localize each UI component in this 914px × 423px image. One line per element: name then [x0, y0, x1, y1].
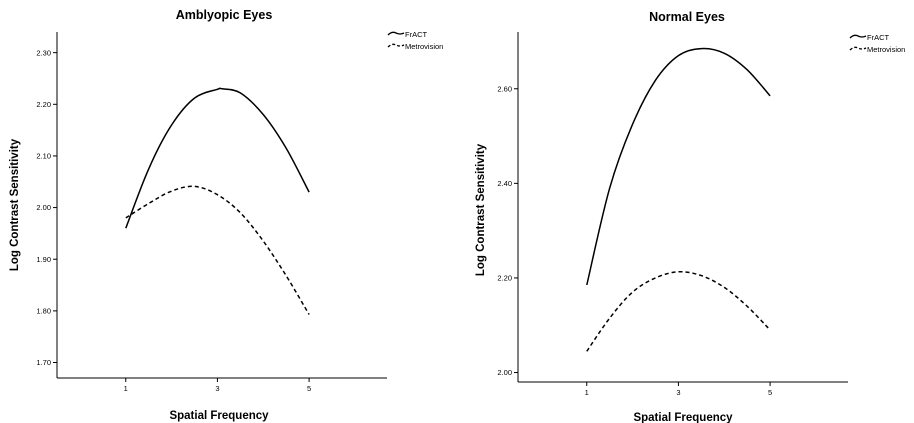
x-tick-label: 3 [676, 388, 680, 397]
series-group [586, 47, 771, 352]
legend-line-fract [387, 31, 405, 36]
y-ticks: 2.00 2.20 2.40 2.60 [497, 84, 518, 377]
y-tick-label: 1.80 [36, 306, 51, 315]
x-tick-label: 5 [307, 384, 311, 393]
series-line-metrovision [125, 185, 310, 315]
chart-title: Normal Eyes [649, 10, 725, 24]
y-ticks: 1.70 1.80 1.90 2.00 2.10 2.20 2.30 [36, 48, 57, 367]
x-tick-label: 1 [124, 384, 128, 393]
x-tick-label: 5 [768, 388, 772, 397]
y-tick-label: 2.10 [36, 152, 51, 161]
x-tick-label: 3 [215, 384, 219, 393]
chart-normal: Normal Eyes Log Contrast Sensitivity Spa… [475, 10, 905, 423]
series-line-fract [125, 87, 310, 229]
legend-line-fract [849, 34, 867, 39]
x-ticks: 1 3 5 [124, 378, 311, 393]
legend: FrACT Metrovision [849, 33, 905, 54]
y-tick-label: 2.20 [36, 100, 51, 109]
series-line-fract [586, 47, 771, 286]
legend-label-fract: FrACT [867, 33, 889, 42]
legend-label-fract: FrACT [405, 30, 427, 39]
x-axis-label: Spatial Frequency [169, 410, 269, 422]
y-tick-label: 1.90 [36, 255, 51, 264]
y-tick-label: 2.60 [497, 84, 512, 93]
legend: FrACT Metrovision [387, 30, 443, 51]
x-ticks: 1 3 5 [585, 382, 772, 397]
y-axis-label: Log Contrast Sensitivity [9, 138, 21, 271]
legend-label-metrovision: Metrovision [867, 45, 905, 54]
series-group [125, 87, 310, 315]
legend-line-metrovision [387, 43, 405, 48]
y-tick-label: 2.00 [36, 203, 51, 212]
chart-amblyopic: Amblyopic Eyes Log Contrast Sensitivity … [9, 8, 443, 422]
y-tick-label: 2.00 [497, 368, 512, 377]
series-line-metrovision [586, 270, 771, 352]
x-axis-label: Spatial Frequency [633, 412, 733, 423]
y-tick-label: 2.30 [36, 48, 51, 57]
chart-title: Amblyopic Eyes [176, 8, 273, 22]
y-tick-label: 2.20 [497, 274, 512, 283]
y-axis-label: Log Contrast Sensitivity [475, 143, 487, 276]
y-tick-label: 2.40 [497, 179, 512, 188]
legend-line-metrovision [849, 46, 867, 51]
legend-label-metrovision: Metrovision [405, 42, 443, 51]
x-tick-label: 1 [585, 388, 589, 397]
y-tick-label: 1.70 [36, 358, 51, 367]
